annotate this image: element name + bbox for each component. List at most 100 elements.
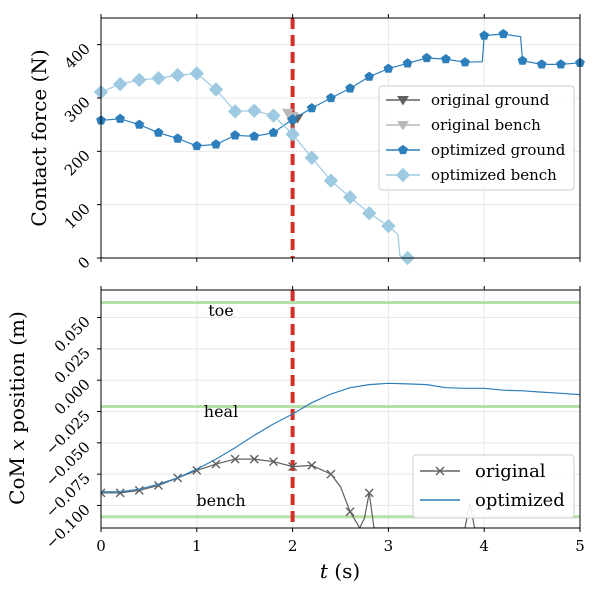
data-point: [191, 140, 202, 151]
data-point: [101, 488, 106, 498]
data-point: [383, 63, 394, 73]
data-point: [517, 55, 528, 65]
data-point: [211, 459, 221, 469]
bottom-x-axis-label: t (s): [320, 559, 360, 583]
legend-marker: [395, 167, 411, 183]
legend-marker: [397, 96, 409, 106]
data-point: [151, 71, 166, 86]
heal-label: heal: [204, 402, 238, 421]
y-tick-label: 300: [61, 93, 94, 126]
top-panel: 0 100 200 300 400 Contact force (N) original…: [27, 14, 585, 273]
legend-label: original ground: [431, 91, 550, 109]
data-point: [112, 76, 128, 92]
data-point: [115, 113, 125, 123]
data-point: [230, 130, 240, 140]
series-original: [101, 454, 485, 528]
x-tick-label: 0: [96, 537, 106, 555]
data-point: [556, 59, 566, 69]
x-tick-label: 2: [288, 537, 298, 555]
data-point: [170, 67, 185, 83]
data-point: [288, 462, 298, 472]
data-point: [132, 72, 147, 88]
data-point: [249, 454, 259, 464]
legend-entry: original ground: [386, 91, 550, 109]
series-optimized: [101, 382, 580, 493]
data-point: [364, 71, 375, 81]
series-line: [101, 382, 580, 493]
series-line: [100, 33, 581, 147]
x-tick-label: 5: [575, 537, 585, 555]
data-point: [307, 460, 317, 470]
data-point: [230, 454, 240, 464]
data-point: [266, 108, 281, 123]
legend-label: original: [475, 461, 546, 482]
data-point: [134, 119, 145, 129]
data-point: [460, 57, 470, 67]
data-point: [172, 133, 183, 143]
bottom-panel: −0.100−0.075−0.050−0.0250.0000.0250.050 …: [5, 286, 585, 583]
bench-label: bench: [196, 491, 245, 510]
data-point: [362, 205, 377, 221]
data-point: [326, 469, 336, 479]
top-axes-frame: [100, 17, 581, 259]
top-x-ticks: [100, 14, 581, 262]
y-tick-label: 0: [74, 253, 93, 272]
y-tick-label: 100: [61, 200, 94, 233]
data-point: [345, 507, 355, 517]
top-legend: original ground original bench optimized g…: [378, 85, 575, 191]
series-optimized-bench: [93, 66, 415, 266]
legend-entry: original: [420, 461, 546, 482]
data-point: [304, 150, 319, 165]
y-tick-label: 400: [61, 40, 94, 73]
data-point: [345, 83, 355, 93]
data-point: [268, 457, 278, 467]
data-point: [441, 53, 451, 64]
y-tick-label: 200: [61, 146, 94, 179]
legend-entry: original bench: [386, 116, 541, 134]
x-tick-label: 1: [192, 537, 202, 555]
data-point: [364, 488, 374, 498]
data-point: [153, 127, 164, 137]
data-point: [381, 218, 396, 234]
bottom-legend: original optimized: [412, 454, 575, 519]
bottom-axes-frame: [100, 289, 581, 529]
data-point: [134, 485, 144, 495]
data-point: [402, 58, 413, 68]
bottom-y-axis-label: CoM x position (m): [5, 311, 29, 505]
data-point: [323, 173, 339, 188]
x-tick-label: 4: [479, 537, 489, 555]
legend-label: optimized: [475, 490, 565, 511]
legend-marker: [398, 144, 408, 155]
data-point: [227, 104, 243, 119]
data-point: [268, 127, 279, 137]
data-point: [211, 139, 221, 149]
x-tick-label: 3: [384, 537, 394, 555]
data-point: [479, 30, 490, 40]
data-point: [208, 82, 224, 97]
bottom-x-ticks: 0 1 2 3 4 5: [96, 286, 585, 555]
legend-label: optimized bench: [431, 166, 557, 184]
data-point: [306, 102, 317, 113]
data-point: [115, 488, 125, 498]
data-point: [421, 52, 432, 63]
top-legend-box: [378, 85, 575, 191]
data-point: [287, 114, 298, 124]
toe-label: toe: [208, 301, 234, 320]
bottom-series: [101, 382, 580, 528]
top-y-axis-label: Contact force (N): [27, 49, 51, 226]
data-point: [326, 92, 336, 103]
top-y-ticks: 0 100 200 300 400: [61, 40, 101, 273]
data-point: [249, 131, 260, 141]
legend-label: optimized ground: [431, 141, 566, 159]
legend-marker: [435, 466, 445, 476]
legend-entry: optimized bench: [386, 166, 557, 184]
legend-entry: optimized ground: [386, 141, 566, 159]
data-point: [285, 127, 300, 142]
data-point: [247, 103, 262, 119]
legend-entry: optimized: [420, 490, 565, 511]
data-point: [189, 66, 205, 81]
series-line: [100, 72, 408, 259]
data-point: [498, 28, 509, 39]
